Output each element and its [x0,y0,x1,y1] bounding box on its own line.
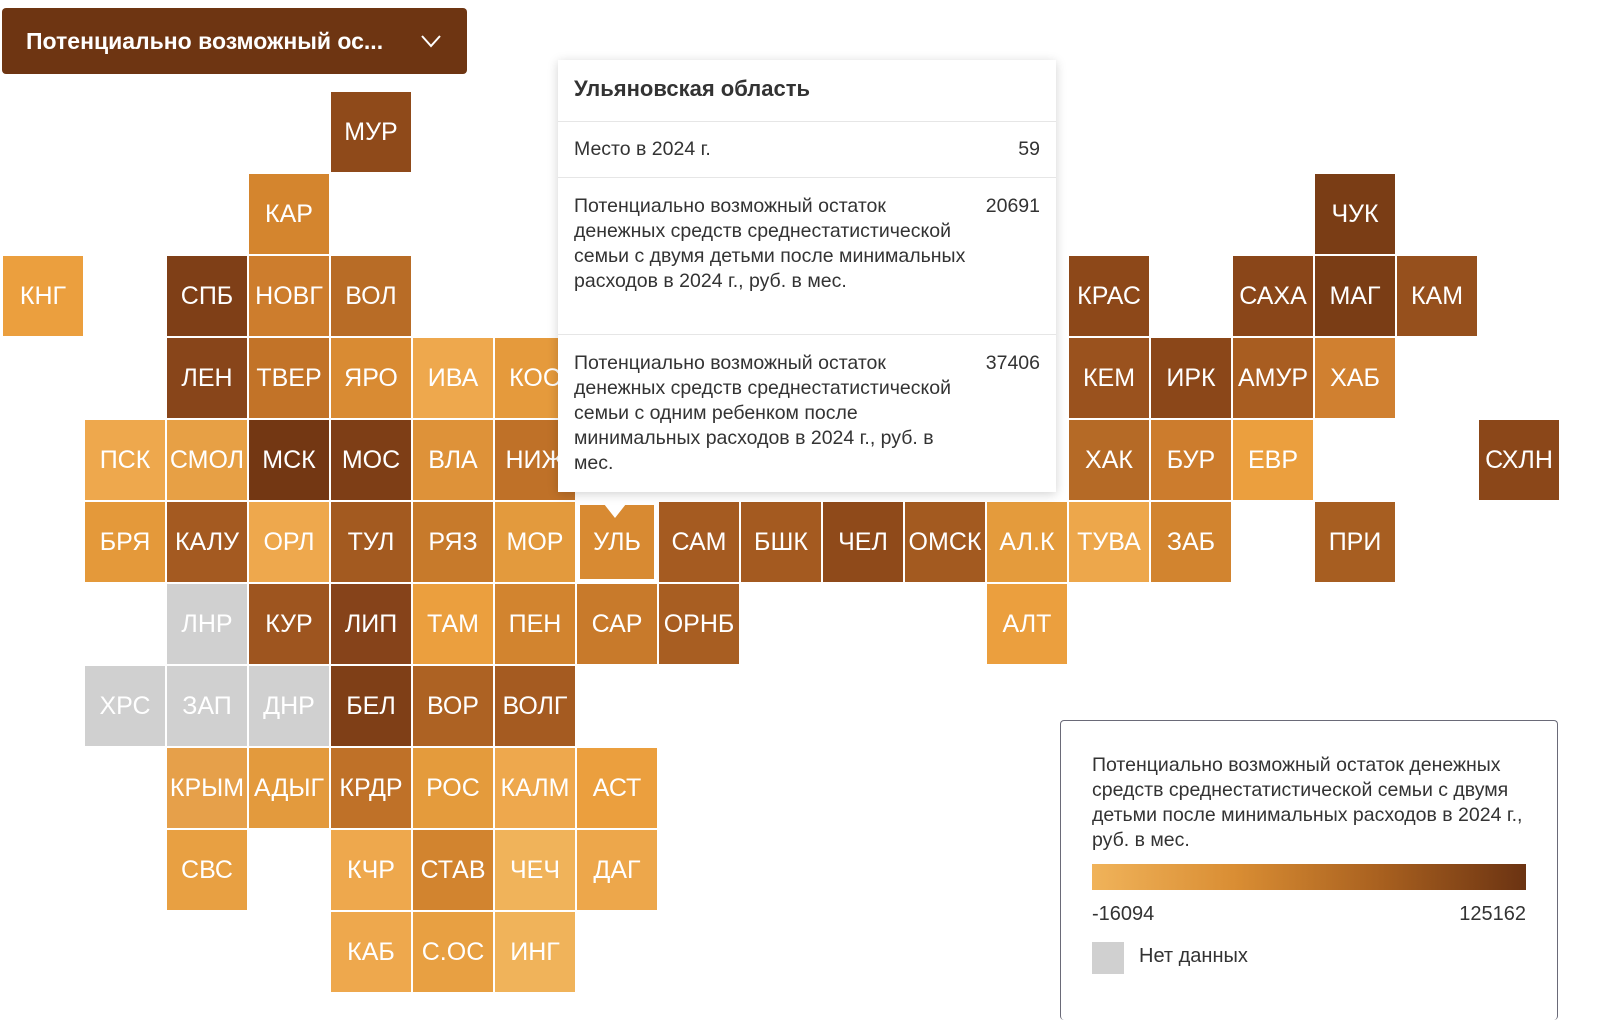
tooltip-rank-value: 59 [1018,138,1040,160]
region-tile[interactable]: ДАГ [577,830,657,910]
region-tile[interactable]: КАЛУ [167,502,247,582]
region-tooltip: Ульяновская область Место в 2024 г. 59 П… [558,60,1056,492]
legend-max-value: 125162 [1459,903,1526,925]
region-tile[interactable]: ВОР [413,666,493,746]
region-tile[interactable]: КРЫМ [167,748,247,828]
region-tile[interactable]: ТАМ [413,584,493,664]
region-tile[interactable]: АМУР [1233,338,1313,418]
region-tile[interactable]: ХАК [1069,420,1149,500]
region-tile[interactable]: ПСК [85,420,165,500]
legend-title: Потенциально возможный остаток денежных … [1092,754,1523,851]
tooltip-title: Ульяновская область [574,76,810,101]
tooltip-one-child-value: 37406 [985,352,1040,374]
region-tile[interactable]: КАБ [331,912,411,992]
region-tile[interactable]: КЕМ [1069,338,1149,418]
region-tile[interactable]: ВОЛ [331,256,411,336]
region-tile[interactable]: ПЕН [495,584,575,664]
region-tile[interactable]: ВЛА [413,420,493,500]
region-tile[interactable]: КНГ [3,256,83,336]
region-tile[interactable]: ЗАБ [1151,502,1231,582]
region-tile[interactable]: КАМ [1397,256,1477,336]
region-tile[interactable]: КАР [249,174,329,254]
region-tile[interactable]: ОРНБ [659,584,739,664]
tooltip-divider [558,177,1056,178]
region-tile[interactable]: ЧЕЛ [823,502,903,582]
region-tile[interactable]: МОС [331,420,411,500]
region-tile[interactable]: АДЫГ [249,748,329,828]
region-tile[interactable]: КЧР [331,830,411,910]
region-tile[interactable]: ТУЛ [331,502,411,582]
region-tile[interactable]: МУР [331,92,411,172]
dropdown-label: Потенциально возможный ос... [26,27,384,54]
region-tile[interactable]: МСК [249,420,329,500]
region-tile[interactable]: АЛ.К [987,502,1067,582]
region-tile[interactable]: ХРС [85,666,165,746]
region-tile[interactable]: КАЛМ [495,748,575,828]
tooltip-divider [558,334,1056,335]
region-tile[interactable]: ВОЛГ [495,666,575,746]
indicator-dropdown[interactable]: Потенциально возможный ос... [2,8,467,74]
region-tile[interactable]: БШК [741,502,821,582]
legend-min-value: -16094 [1092,903,1155,925]
region-tile[interactable]: ИНГ [495,912,575,992]
region-tile[interactable]: РОС [413,748,493,828]
region-tile[interactable]: МОР [495,502,575,582]
region-tile[interactable]: ЛНР [167,584,247,664]
legend-nodata-label: Нет данных [1139,945,1248,967]
region-tile[interactable]: ЧЕЧ [495,830,575,910]
region-tile[interactable]: САХА [1233,256,1313,336]
tooltip-one-child-label: Потенциально возможный остаток денежных … [574,352,951,474]
region-tile[interactable]: НОВГ [249,256,329,336]
tooltip-arrow [593,490,637,518]
tooltip-rank-label: Место в 2024 г. [574,138,711,160]
tooltip-two-children-value: 20691 [985,195,1040,217]
legend-gradient-bar [1092,864,1526,890]
region-tile[interactable]: ЕВР [1233,420,1313,500]
region-tile[interactable]: МАГ [1315,256,1395,336]
region-tile[interactable]: СХЛН [1479,420,1559,500]
region-tile[interactable]: КРАС [1069,256,1149,336]
legend-nodata-swatch [1092,942,1124,974]
region-tile[interactable]: КУР [249,584,329,664]
region-tile[interactable]: САР [577,584,657,664]
tooltip-divider [558,121,1056,122]
region-tile[interactable]: ХАБ [1315,338,1395,418]
region-tile[interactable]: ИВА [413,338,493,418]
region-tile[interactable]: КРДР [331,748,411,828]
region-tile[interactable]: ТВЕР [249,338,329,418]
tooltip-two-children-label: Потенциально возможный остаток денежных … [574,195,966,292]
region-tile[interactable]: СМОЛ [167,420,247,500]
map-legend: Потенциально возможный остаток денежных … [1060,720,1558,1020]
region-tile[interactable]: СТАВ [413,830,493,910]
region-tile[interactable]: СПБ [167,256,247,336]
region-tile[interactable]: ЛИП [331,584,411,664]
region-tile[interactable]: С.ОС [413,912,493,992]
region-tile[interactable]: ЗАП [167,666,247,746]
region-tile[interactable]: ЛЕН [167,338,247,418]
chevron-down-icon [421,35,441,48]
region-tile[interactable]: СВС [167,830,247,910]
region-tile[interactable]: ЯРО [331,338,411,418]
region-tile[interactable]: РЯЗ [413,502,493,582]
region-tile[interactable]: АСТ [577,748,657,828]
region-tile[interactable]: ДНР [249,666,329,746]
region-tile[interactable]: АЛТ [987,584,1067,664]
region-tile[interactable]: ТУВА [1069,502,1149,582]
region-tile[interactable]: ОРЛ [249,502,329,582]
region-tile[interactable]: БУР [1151,420,1231,500]
region-tile[interactable]: ПРИ [1315,502,1395,582]
region-tile[interactable]: БЕЛ [331,666,411,746]
region-tile[interactable]: БРЯ [85,502,165,582]
region-tile[interactable]: САМ [659,502,739,582]
region-tile[interactable]: ИРК [1151,338,1231,418]
region-tile[interactable]: ЧУК [1315,174,1395,254]
region-tile[interactable]: ОМСК [905,502,985,582]
